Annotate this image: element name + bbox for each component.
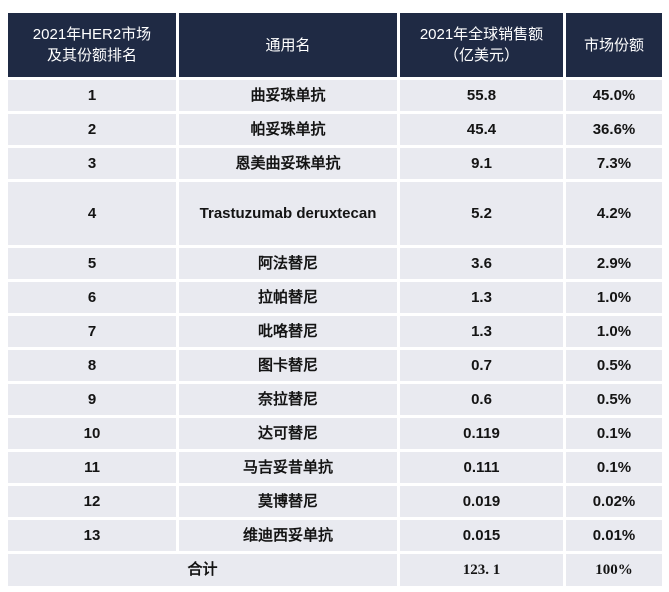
rank-cell: 10 — [8, 418, 176, 449]
rank-cell: 1 — [8, 80, 176, 111]
table-row: 8 图卡替尼 0.7 0.5% — [8, 350, 662, 381]
sales-cell: 55.8 — [400, 80, 563, 111]
share-cell: 7.3% — [566, 148, 662, 179]
rank-cell: 9 — [8, 384, 176, 415]
header-global-sales: 2021年全球销售额 （亿美元） — [400, 13, 563, 77]
rank-cell: 5 — [8, 248, 176, 279]
name-cell: 图卡替尼 — [179, 350, 397, 381]
header-market-share: 市场份额 — [566, 13, 662, 77]
rank-cell: 3 — [8, 148, 176, 179]
table-row: 3 恩美曲妥珠单抗 9.1 7.3% — [8, 148, 662, 179]
name-cell: 恩美曲妥珠单抗 — [179, 148, 397, 179]
header-rank: 2021年HER2市场 及其份额排名 — [8, 13, 176, 77]
share-cell: 0.5% — [566, 384, 662, 415]
rank-cell: 8 — [8, 350, 176, 381]
rank-cell: 4 — [8, 182, 176, 245]
table-row: 13 维迪西妥单抗 0.015 0.01% — [8, 520, 662, 551]
name-cell: 莫博替尼 — [179, 486, 397, 517]
name-cell: 拉帕替尼 — [179, 282, 397, 313]
header-generic-name: 通用名 — [179, 13, 397, 77]
sales-cell: 5.2 — [400, 182, 563, 245]
sales-cell: 1.3 — [400, 282, 563, 313]
name-cell: 奈拉替尼 — [179, 384, 397, 415]
total-row: 合计 123. 1 100% — [8, 554, 662, 586]
name-cell: 马吉妥昔单抗 — [179, 452, 397, 483]
sales-cell: 0.111 — [400, 452, 563, 483]
table-row: 10 达可替尼 0.119 0.1% — [8, 418, 662, 449]
sales-cell: 3.6 — [400, 248, 563, 279]
share-cell: 0.1% — [566, 452, 662, 483]
share-cell: 0.5% — [566, 350, 662, 381]
table-row: 2 帕妥珠单抗 45.4 36.6% — [8, 114, 662, 145]
share-cell: 0.01% — [566, 520, 662, 551]
table-row: 9 奈拉替尼 0.6 0.5% — [8, 384, 662, 415]
share-cell: 36.6% — [566, 114, 662, 145]
rank-cell: 12 — [8, 486, 176, 517]
rank-cell: 6 — [8, 282, 176, 313]
name-cell: 曲妥珠单抗 — [179, 80, 397, 111]
rank-cell: 2 — [8, 114, 176, 145]
table-body: 1 曲妥珠单抗 55.8 45.0% 2 帕妥珠单抗 45.4 36.6% 3 … — [8, 80, 662, 551]
table-row: 11 马吉妥昔单抗 0.111 0.1% — [8, 452, 662, 483]
total-share-cell: 100% — [566, 554, 662, 586]
share-cell: 1.0% — [566, 316, 662, 347]
share-cell: 2.9% — [566, 248, 662, 279]
share-cell: 0.1% — [566, 418, 662, 449]
table-row: 4 Trastuzumab deruxtecan 5.2 4.2% — [8, 182, 662, 245]
table-row: 1 曲妥珠单抗 55.8 45.0% — [8, 80, 662, 111]
table-row: 12 莫博替尼 0.019 0.02% — [8, 486, 662, 517]
rank-cell: 11 — [8, 452, 176, 483]
name-cell: 吡咯替尼 — [179, 316, 397, 347]
name-cell: Trastuzumab deruxtecan — [179, 182, 397, 245]
sales-cell: 0.019 — [400, 486, 563, 517]
table-row: 7 吡咯替尼 1.3 1.0% — [8, 316, 662, 347]
rank-cell: 7 — [8, 316, 176, 347]
rank-cell: 13 — [8, 520, 176, 551]
share-cell: 4.2% — [566, 182, 662, 245]
total-label-cell: 合计 — [8, 554, 397, 586]
share-cell: 45.0% — [566, 80, 662, 111]
table-row: 6 拉帕替尼 1.3 1.0% — [8, 282, 662, 313]
name-cell: 达可替尼 — [179, 418, 397, 449]
name-cell: 帕妥珠单抗 — [179, 114, 397, 145]
her2-market-table: 2021年HER2市场 及其份额排名 通用名 2021年全球销售额 （亿美元） … — [8, 13, 662, 586]
share-cell: 0.02% — [566, 486, 662, 517]
share-cell: 1.0% — [566, 282, 662, 313]
total-sales-cell: 123. 1 — [400, 554, 563, 586]
sales-cell: 45.4 — [400, 114, 563, 145]
name-cell: 阿法替尼 — [179, 248, 397, 279]
sales-cell: 0.7 — [400, 350, 563, 381]
sales-cell: 0.119 — [400, 418, 563, 449]
sales-cell: 9.1 — [400, 148, 563, 179]
table-header-row: 2021年HER2市场 及其份额排名 通用名 2021年全球销售额 （亿美元） … — [8, 13, 662, 77]
sales-cell: 1.3 — [400, 316, 563, 347]
table-row: 5 阿法替尼 3.6 2.9% — [8, 248, 662, 279]
sales-cell: 0.6 — [400, 384, 563, 415]
sales-cell: 0.015 — [400, 520, 563, 551]
name-cell: 维迪西妥单抗 — [179, 520, 397, 551]
